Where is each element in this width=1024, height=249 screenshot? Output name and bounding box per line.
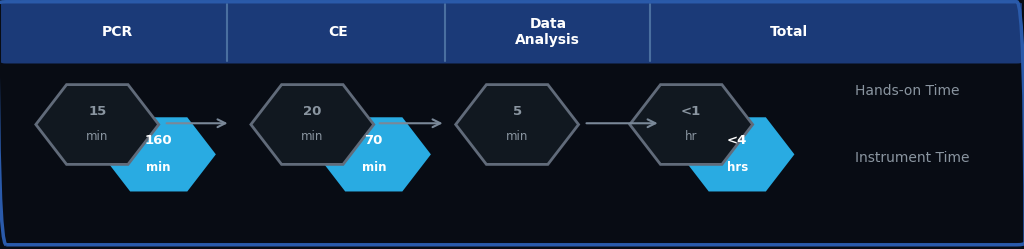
Text: 20: 20 [303,105,322,118]
Text: CE: CE [328,25,348,39]
Text: PCR: PCR [102,25,133,39]
Text: Hands-on Time: Hands-on Time [855,84,959,98]
Text: 15: 15 [88,105,106,118]
Polygon shape [251,85,374,164]
Text: min: min [506,129,528,142]
Bar [6,52,1017,62]
Text: 5: 5 [513,105,521,118]
Text: hr: hr [685,129,697,142]
Text: hrs: hrs [727,161,748,174]
Polygon shape [456,85,579,164]
Text: Data
Analysis: Data Analysis [515,17,581,47]
Polygon shape [36,85,159,164]
Text: <4: <4 [727,134,748,147]
Text: 70: 70 [365,134,383,147]
Text: 160: 160 [145,134,172,147]
Text: <1: <1 [681,105,701,118]
Text: Total: Total [769,25,808,39]
Text: min: min [146,161,171,174]
Text: min: min [301,129,324,142]
Text: Instrument Time: Instrument Time [855,151,970,165]
Polygon shape [630,85,753,164]
Polygon shape [101,117,216,191]
Text: min: min [86,129,109,142]
Polygon shape [680,117,795,191]
FancyBboxPatch shape [1,2,1022,63]
Polygon shape [316,117,431,191]
Text: min: min [361,161,386,174]
